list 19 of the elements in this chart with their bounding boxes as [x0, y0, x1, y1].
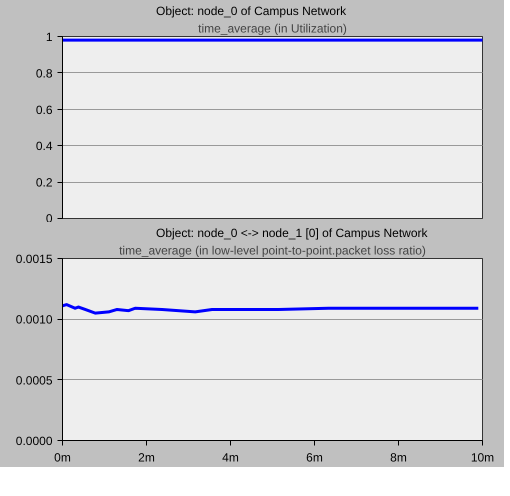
x-tick-label: 4m	[222, 450, 239, 464]
y-tick-label: 0.0015	[16, 252, 53, 266]
y-tick-label: 0.0010	[16, 312, 53, 327]
y-tick-label: 0.8	[36, 66, 53, 80]
x-tick-label: 0m	[54, 450, 71, 464]
y-tick-label: 0.0005	[16, 373, 53, 388]
x-tick-label: 10m	[470, 450, 494, 464]
chart-title: time_average (in low-level point-to-point.packet loss ratio)	[119, 244, 426, 258]
x-tick-label: 6m	[306, 450, 323, 464]
chart-title: time_average (in Utilization)	[198, 22, 347, 36]
y-tick-label: 1	[46, 30, 53, 44]
y-tick-label: 0.2	[36, 176, 53, 190]
x-tick-label: 2m	[138, 450, 155, 464]
series-label: Object: node_0 of Campus Network	[156, 4, 346, 18]
x-tick-label: 8m	[390, 450, 407, 464]
y-tick-label: 0.0000	[16, 434, 53, 448]
y-tick-label: 0.4	[36, 139, 53, 154]
y-tick-label: 0.6	[36, 102, 53, 117]
text: Object: node_0 <-> node_1 [0] of Campus Network	[156, 226, 428, 240]
